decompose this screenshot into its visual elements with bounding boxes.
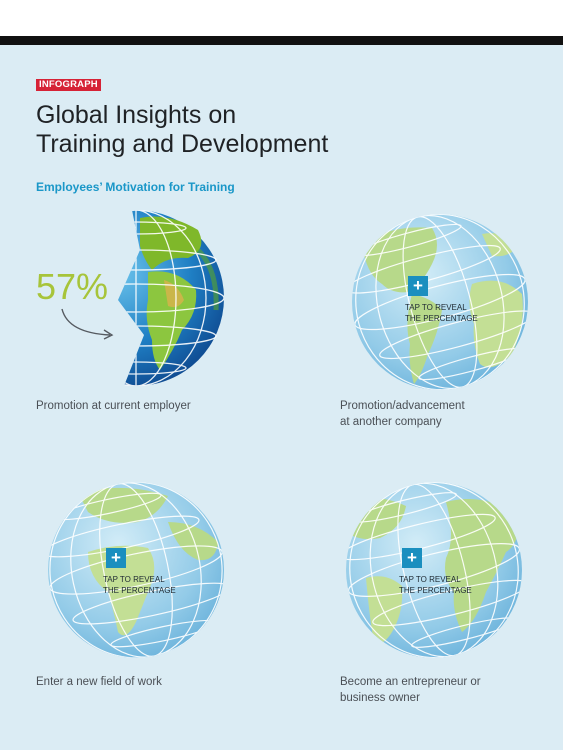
caption-1-line-1: Promotion at current employer: [36, 400, 191, 412]
caption-1: Promotion at current employer: [36, 398, 236, 414]
globe-2: [352, 214, 528, 390]
infograph-tag: INFOGRAPH: [36, 79, 101, 91]
top-margin: [0, 0, 563, 36]
curved-arrow-icon: [61, 308, 114, 340]
reveal-2-line-2: THE PERCENTAGE: [405, 314, 478, 323]
plus-icon[interactable]: +: [106, 548, 126, 568]
caption-4: Become an entrepreneur or business owner: [340, 674, 540, 706]
plus-icon[interactable]: +: [408, 276, 428, 296]
plus-icon[interactable]: +: [402, 548, 422, 568]
reveal-2-text[interactable]: TAP TO REVEAL THE PERCENTAGE: [405, 302, 495, 324]
reveal-3-text[interactable]: TAP TO REVEAL THE PERCENTAGE: [103, 574, 193, 596]
reveal-2-line-1: TAP TO REVEAL: [405, 303, 467, 312]
top-black-bar: [0, 36, 563, 45]
caption-3: Enter a new field of work: [36, 674, 236, 690]
caption-2-line-1: Promotion/advancement: [340, 400, 465, 412]
caption-4-line-1: Become an entrepreneur or: [340, 676, 481, 688]
caption-2: Promotion/advancement at another company: [340, 398, 540, 430]
reveal-4-text[interactable]: TAP TO REVEAL THE PERCENTAGE: [399, 574, 489, 596]
reveal-3-line-2: THE PERCENTAGE: [103, 586, 176, 595]
caption-2-line-2: at another company: [340, 416, 442, 428]
title-line-1: Global Insights on: [36, 101, 237, 129]
reveal-4-line-1: TAP TO REVEAL: [399, 575, 461, 584]
title-line-2: Training and Development: [36, 130, 329, 158]
globe-3: [48, 482, 224, 658]
reveal-3-line-1: TAP TO REVEAL: [103, 575, 165, 584]
globe-1-half-globe: [48, 210, 224, 386]
page-title: Global Insights on Training and Developm…: [36, 101, 436, 159]
caption-4-line-2: business owner: [340, 692, 420, 704]
percentage-value: 57%: [36, 266, 109, 307]
reveal-4-line-2: THE PERCENTAGE: [399, 586, 472, 595]
caption-3-line-1: Enter a new field of work: [36, 676, 162, 688]
section-subtitle: Employees’ Motivation for Training: [36, 180, 235, 194]
globe-4: [346, 482, 522, 658]
